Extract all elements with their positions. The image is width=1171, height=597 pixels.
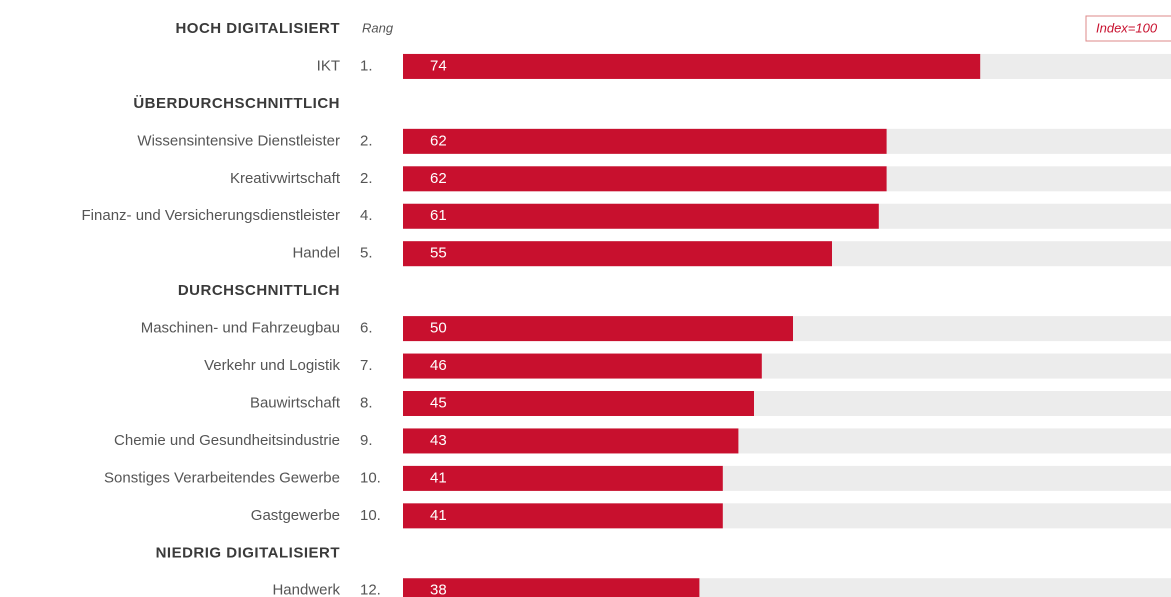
value-label: 46: [430, 357, 447, 374]
group-title: ÜBERDURCHSCHNITTLICH: [133, 95, 340, 112]
category-label: Handel: [292, 245, 340, 262]
value-label: 38: [430, 582, 447, 597]
rank: 1.: [360, 57, 373, 74]
bar: [403, 428, 739, 454]
bar: [403, 353, 762, 379]
bar: [403, 578, 700, 597]
rank: 5.: [360, 245, 373, 262]
bar: [403, 128, 887, 154]
category-label: Finanz- und Versicherungsdienstleister: [82, 207, 340, 224]
rank: 4.: [360, 207, 373, 224]
group-title: HOCH DIGITALISIERT: [175, 20, 340, 37]
category-label: Sonstiges Verarbeitendes Gewerbe: [104, 469, 340, 486]
category-label: Handwerk: [272, 582, 340, 597]
group-title: NIEDRIG DIGITALISIERT: [156, 544, 340, 561]
bar: [403, 503, 723, 529]
index-box: [1085, 15, 1171, 42]
rank: 6.: [360, 320, 373, 337]
group-title: DURCHSCHNITTLICH: [178, 282, 340, 299]
bar: [403, 391, 754, 416]
category-label: Verkehr und Logistik: [204, 357, 340, 374]
value-label: 61: [430, 207, 447, 224]
rank: 10.: [360, 469, 381, 486]
value-label: 50: [430, 320, 447, 337]
index-label: Index=100: [1096, 20, 1158, 35]
category-label: Wissensintensive Dienstleister: [137, 132, 340, 149]
category-label: Gastgewerbe: [251, 507, 340, 524]
rank: 8.: [360, 394, 373, 411]
value-label: 41: [430, 469, 447, 486]
rank: 7.: [360, 357, 373, 374]
bar: [403, 203, 879, 229]
rank: 2.: [360, 132, 373, 149]
bar: [403, 241, 832, 267]
category-label: Maschinen- und Fahrzeugbau: [141, 320, 340, 337]
value-label: 74: [430, 57, 447, 74]
value-label: 62: [430, 132, 447, 149]
bar: [403, 316, 793, 342]
bar: [403, 166, 887, 192]
value-label: 45: [430, 394, 447, 411]
category-label: IKT: [317, 57, 340, 74]
bar: [403, 465, 723, 491]
category-label: Chemie und Gesundheitsindustrie: [114, 432, 340, 449]
rank: 10.: [360, 507, 381, 524]
bar: [403, 53, 981, 79]
rank: 9.: [360, 432, 373, 449]
rank-header: Rang: [362, 20, 394, 35]
rank: 2.: [360, 170, 373, 187]
value-label: 62: [430, 170, 447, 187]
value-label: 41: [430, 507, 447, 524]
value-label: 43: [430, 432, 447, 449]
category-label: Kreativwirtschaft: [230, 170, 341, 187]
rank: 12.: [360, 582, 381, 597]
value-label: 55: [430, 245, 447, 262]
category-label: Bauwirtschaft: [250, 394, 341, 411]
